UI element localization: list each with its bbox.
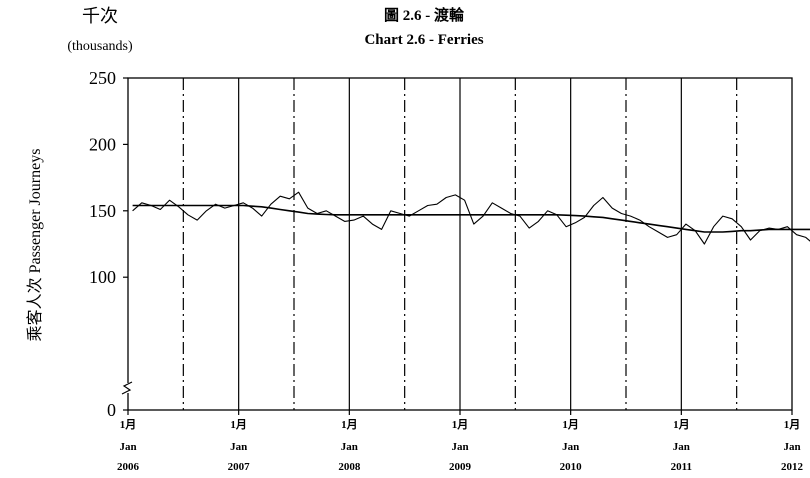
x-tick-month: 1月	[452, 418, 469, 431]
chart-title-zh: 圖 2.6 - 渡輪	[384, 6, 465, 24]
series-group	[132, 191, 810, 245]
gridlines	[182, 78, 738, 410]
svg-text:乘客人次 Passenger Journeys: 乘客人次 Passenger Journeys	[26, 149, 44, 342]
x-tick-mon: Jan	[119, 441, 136, 453]
y-axis-break	[121, 381, 133, 395]
x-tick-year: 2009	[449, 461, 472, 473]
y-axis-label-en: Passenger Journeys	[27, 149, 44, 274]
x-tick-year: 2008	[338, 461, 361, 473]
y-tick-label: 250	[89, 68, 116, 88]
x-tick-month: 1月	[341, 418, 358, 431]
x-tick-month: 1月	[120, 418, 137, 431]
y-axis-label-zh: 乘客人次	[26, 277, 44, 341]
x-tick-mon: Jan	[451, 441, 468, 453]
x-tick-year: 2007	[228, 461, 251, 473]
x-tick-mon: Jan	[783, 441, 800, 453]
x-tick-year: 2010	[560, 461, 583, 473]
x-tick-mon: Jan	[341, 441, 358, 453]
y-tick-label: 200	[89, 134, 116, 154]
x-tick-mon: Jan	[230, 441, 247, 453]
y-tick-label: 150	[89, 201, 116, 221]
y-axis: 0 100 150 200 250	[89, 68, 128, 420]
x-tick-year: 2006	[117, 461, 140, 473]
unit-label-en: (thousands)	[67, 39, 133, 54]
x-tick-mon: Jan	[673, 441, 690, 453]
y-tick-label: 0	[107, 400, 116, 420]
x-tick-month: 1月	[784, 418, 801, 431]
x-tick-mon: Jan	[562, 441, 579, 453]
x-tick-month: 1月	[673, 418, 690, 431]
x-tick-month: 1月	[230, 418, 247, 431]
x-tick-year: 2012	[781, 461, 804, 473]
y-tick-label: 100	[89, 267, 116, 287]
x-tick-year: 2011	[671, 461, 692, 473]
x-axis: 1月 Jan 2006 1月 Jan 2007 1月 Jan 2008 1月 Jan 2009 1月 Ja…	[117, 410, 804, 473]
x-tick-month: 1月	[562, 418, 579, 431]
unit-label-zh: 千次	[82, 6, 118, 26]
series-monthly-line	[132, 191, 810, 245]
chart-title: Chart 2.6 - Ferries	[364, 32, 483, 48]
axis-break-mark	[121, 381, 133, 395]
series-trend-line	[132, 204, 810, 233]
